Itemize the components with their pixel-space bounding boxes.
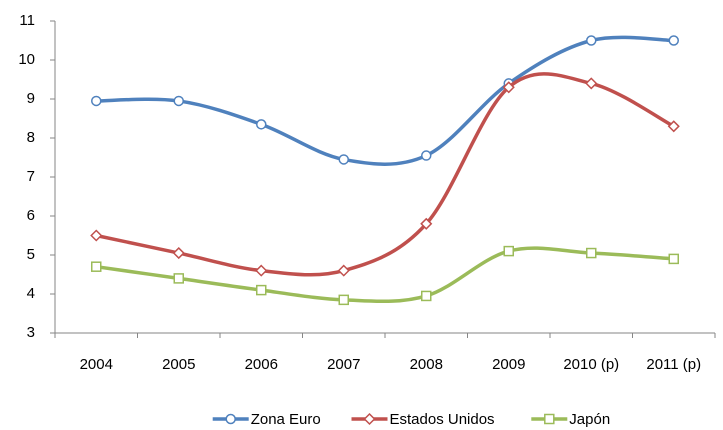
x-tick-label: 2010 (p): [563, 356, 619, 373]
y-tick-label: 8: [27, 129, 35, 146]
data-point: [173, 273, 184, 284]
x-tick-label: 2004: [80, 356, 113, 373]
legend-item: Zona Euro: [212, 411, 321, 428]
x-tick-label: 2009: [492, 356, 525, 373]
data-point: [668, 253, 679, 265]
legend-item: Japón: [531, 411, 610, 428]
data-point: [668, 35, 679, 46]
data-point: [256, 119, 267, 130]
legend-marker: [225, 413, 236, 425]
legend-label: Estados Unidos: [390, 411, 495, 428]
legend-label: Japón: [569, 411, 610, 428]
data-point: [502, 81, 515, 94]
data-point: [172, 246, 185, 260]
legend-item: Estados Unidos: [351, 411, 495, 428]
data-point: [503, 245, 514, 257]
x-tick-label: 2008: [410, 356, 443, 373]
data-point: [256, 284, 267, 296]
legend-marker: [544, 413, 555, 425]
data-point: [421, 290, 432, 302]
legend: Zona Euro Estados Unidos Japón: [212, 411, 610, 428]
x-tick-label: 2005: [162, 356, 195, 373]
data-point: [338, 294, 349, 306]
data-point: [173, 95, 184, 107]
series-line: [96, 35, 674, 166]
legend-marker: [363, 412, 376, 426]
data-point: [586, 247, 597, 259]
series-line: [95, 72, 675, 277]
data-point: [421, 150, 432, 161]
y-tick-label: 6: [27, 207, 35, 224]
y-tick-label: 3: [27, 324, 35, 341]
x-tick-label: 2006: [245, 356, 278, 373]
data-point: [420, 217, 433, 230]
data-point: [255, 264, 268, 277]
legend-label: Zona Euro: [251, 411, 321, 428]
y-tick-label: 5: [27, 246, 35, 263]
y-tick-label: 7: [27, 168, 35, 185]
x-tick-label: 2007: [327, 356, 360, 373]
y-tick-label: 4: [27, 285, 35, 302]
data-point: [585, 77, 598, 90]
data-point: [586, 35, 597, 46]
x-tick-label: 2011 (p): [646, 356, 701, 373]
data-point: [91, 95, 102, 107]
data-point: [338, 154, 349, 165]
data-point: [90, 229, 103, 242]
y-tick-label: 10: [18, 51, 35, 68]
data-point: [667, 120, 680, 133]
data-point: [91, 261, 102, 272]
data-point: [337, 264, 350, 277]
series-line: [96, 246, 674, 304]
y-tick-label: 9: [27, 90, 35, 107]
y-tick-label: 11: [19, 12, 35, 29]
